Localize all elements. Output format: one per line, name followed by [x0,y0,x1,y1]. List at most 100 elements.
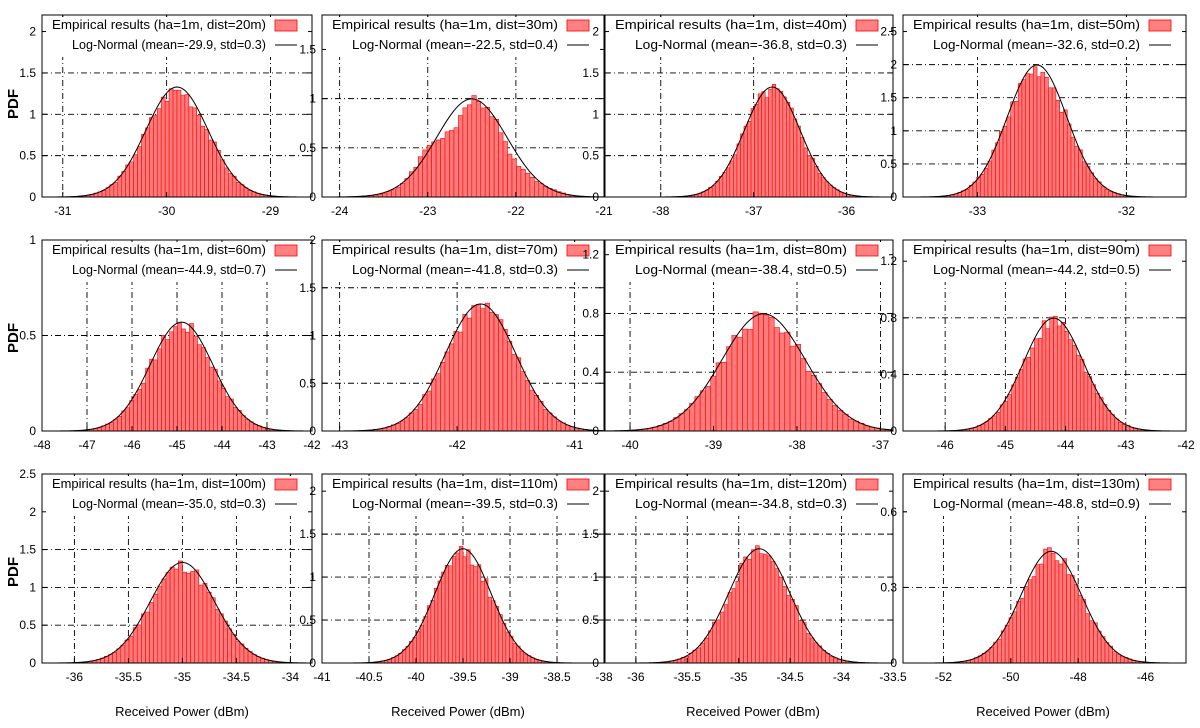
y-tick-label: 1.5 [582,66,599,80]
histogram-bar [1082,161,1087,197]
histogram-bar [1051,87,1057,197]
histogram-bar [774,568,780,663]
histogram-bar [164,101,170,197]
legend-entry-empirical: Empirical results (ha=1m, dist=70m) [332,242,558,257]
legend: Empirical results (ha=1m, dist=60m) Log-N… [46,242,308,282]
histogram-bar [409,641,414,663]
histogram-bar [991,149,996,197]
legend-entry-empirical: Empirical results (ha=1m, dist=40m) [615,17,847,32]
histogram-bar [141,613,146,663]
histogram-bar [805,633,811,663]
histogram-bar [480,107,486,197]
histogram-bar [231,175,237,197]
histogram-bar [426,390,432,431]
y-tick-label: 0 [29,190,36,204]
histogram-bar [800,358,807,431]
histogram-bar [803,147,808,197]
histogram-bar [177,560,183,663]
histogram-bar [493,314,499,431]
y-tick-label: 1 [309,92,316,106]
histogram-bar [534,181,540,197]
legend-entry-empirical: Empirical results (ha=1m, dist=100m) [52,476,266,491]
x-tick-label: -31 [54,204,72,218]
histogram-bar [779,332,786,431]
histogram-bar [423,616,428,663]
histogram-bar [758,553,764,663]
x-tick-label: -34.5 [776,670,804,684]
histogram-bar [1102,404,1108,431]
histogram-bar [821,650,827,663]
histogram-bar [1022,358,1028,431]
legend-background [907,242,1182,282]
histogram-bar [129,161,134,197]
legend: Empirical results (ha=1m, dist=30m) Log-N… [326,17,600,57]
histogram-bar [247,190,253,197]
histogram-bar [502,329,508,431]
histogram-bar [739,562,744,663]
y-tick-label: 2 [309,484,316,498]
histogram-bar [1029,73,1034,197]
histogram-bar [813,642,819,663]
histogram-bar [223,620,228,663]
histogram-bar [516,357,522,431]
histogram-bar [391,189,397,197]
histogram-bar [225,396,230,431]
legend-entry-lognormal: Log-Normal (mean=-44.9, std=0.7) [72,262,266,277]
legend: Empirical results (ha=1m, dist=100m) Log-… [46,476,308,516]
y-tick-label: 0.5 [19,149,36,163]
x-tick-label: -41 [313,670,331,684]
histogram-bar [678,413,685,431]
x-tick-label: -46 [936,438,954,452]
histogram-bar [1076,354,1081,431]
histogram-bar [525,172,531,197]
histogram-bar [209,366,214,431]
histogram-bar [721,362,727,431]
histogram-bar [520,371,526,431]
y-tick-label: 0 [890,424,897,438]
histogram-bar [471,95,477,197]
histogram-bar [782,96,787,197]
xlabel-col-1: Received Power (dBm) [115,704,249,719]
histogram-bar [469,564,475,663]
histogram [666,84,879,197]
histogram-bar [715,619,721,663]
x-tick-label: -35.5 [115,670,143,684]
y-axis-titles: PDF PDF PDF [5,89,22,587]
histogram-bar [708,630,713,663]
histogram-bar [417,404,423,431]
histogram-bar [1049,316,1054,431]
histogram-bar [453,331,459,431]
histogram-bar [736,143,741,197]
histogram-bar [547,412,553,431]
x-tick-label: -41 [566,438,584,452]
histogram-bar [1054,560,1060,663]
histogram-bar [200,125,205,197]
legend-entry-empirical: Empirical results (ha=1m, dist=30m) [332,17,558,32]
histogram-bar [133,394,138,431]
ticks: -33 -32 0 0.5 1 1.5 2 2.5 [880,15,1186,218]
histogram-bar [484,107,490,197]
histogram-bar [1106,410,1112,431]
legend-swatch-empirical [566,478,590,491]
legend: Empirical results (ha=1m, dist=20m) Log-N… [46,17,308,57]
histogram-bar [145,611,150,663]
legend-background [46,476,308,516]
histogram-bar [168,88,174,197]
legend-entry-lognormal: Log-Normal (mean=-29.9, std=0.3) [72,37,266,52]
plot-frame [41,473,313,664]
histogram-bar [999,131,1004,197]
histogram-bar [181,328,186,431]
histogram-bar [190,571,196,663]
histogram-bar [231,634,237,663]
histogram-bar [816,383,823,431]
x-tick-label: -38 [595,670,613,684]
x-tick-label: -35.5 [674,670,702,684]
y-tick-label: 1.5 [582,527,599,541]
histogram-bar [1044,77,1049,197]
histogram-bar [1034,338,1039,431]
histogram-bar [1010,101,1015,197]
histogram-bar [1062,558,1067,663]
histogram-bar [817,645,823,663]
histogram-bar [449,130,455,197]
histogram-bar [747,329,754,431]
